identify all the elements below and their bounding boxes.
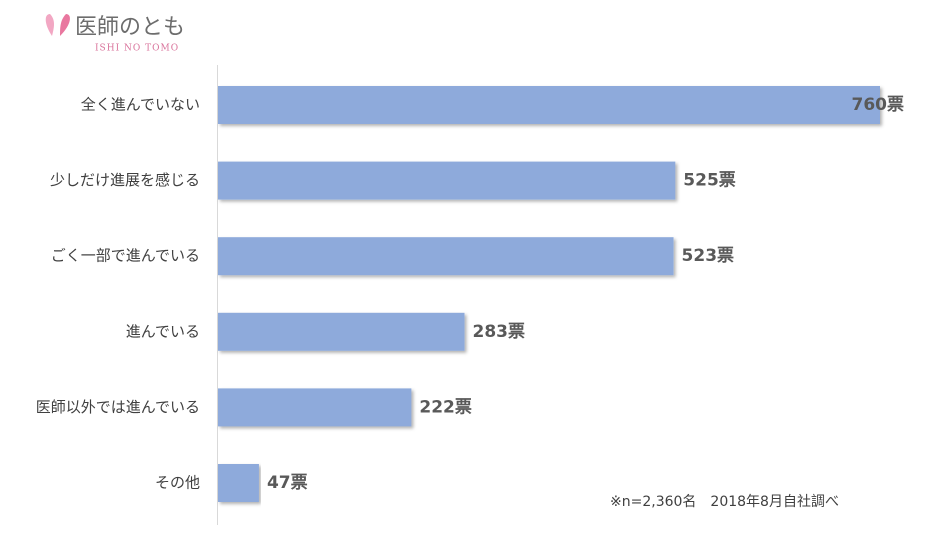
value-label: 525票 bbox=[683, 171, 736, 191]
bar bbox=[218, 237, 674, 276]
category-label: 進んでいる bbox=[126, 322, 200, 340]
bar bbox=[218, 86, 880, 124]
value-label: 283票 bbox=[473, 322, 526, 342]
bar bbox=[218, 312, 465, 351]
logo-name: 医師のとも bbox=[75, 15, 185, 40]
bar bbox=[218, 464, 259, 502]
bar bbox=[218, 161, 676, 200]
value-label: 47票 bbox=[267, 473, 308, 493]
logo-icon bbox=[60, 14, 70, 36]
bar bbox=[218, 388, 412, 427]
logo-subtitle: ISHI NO TOMO bbox=[95, 44, 179, 54]
category-label: ごく一部で進んでいる bbox=[51, 247, 200, 265]
value-label: 222票 bbox=[419, 397, 472, 417]
logo-icon bbox=[45, 14, 54, 36]
category-label: 医師以外では進んでいる bbox=[36, 398, 200, 416]
category-label: 全く進んでいない bbox=[81, 96, 200, 114]
logo: 医師のとも ISHI NO TOMO bbox=[45, 14, 185, 54]
note: ※n=2,360名 2018年8月自社調べ bbox=[610, 494, 839, 510]
value-label: 760票 bbox=[852, 95, 905, 115]
category-label: 少しだけ進展を感じる bbox=[50, 171, 200, 189]
category-label: その他 bbox=[155, 474, 200, 492]
value-label: 523票 bbox=[682, 246, 735, 266]
